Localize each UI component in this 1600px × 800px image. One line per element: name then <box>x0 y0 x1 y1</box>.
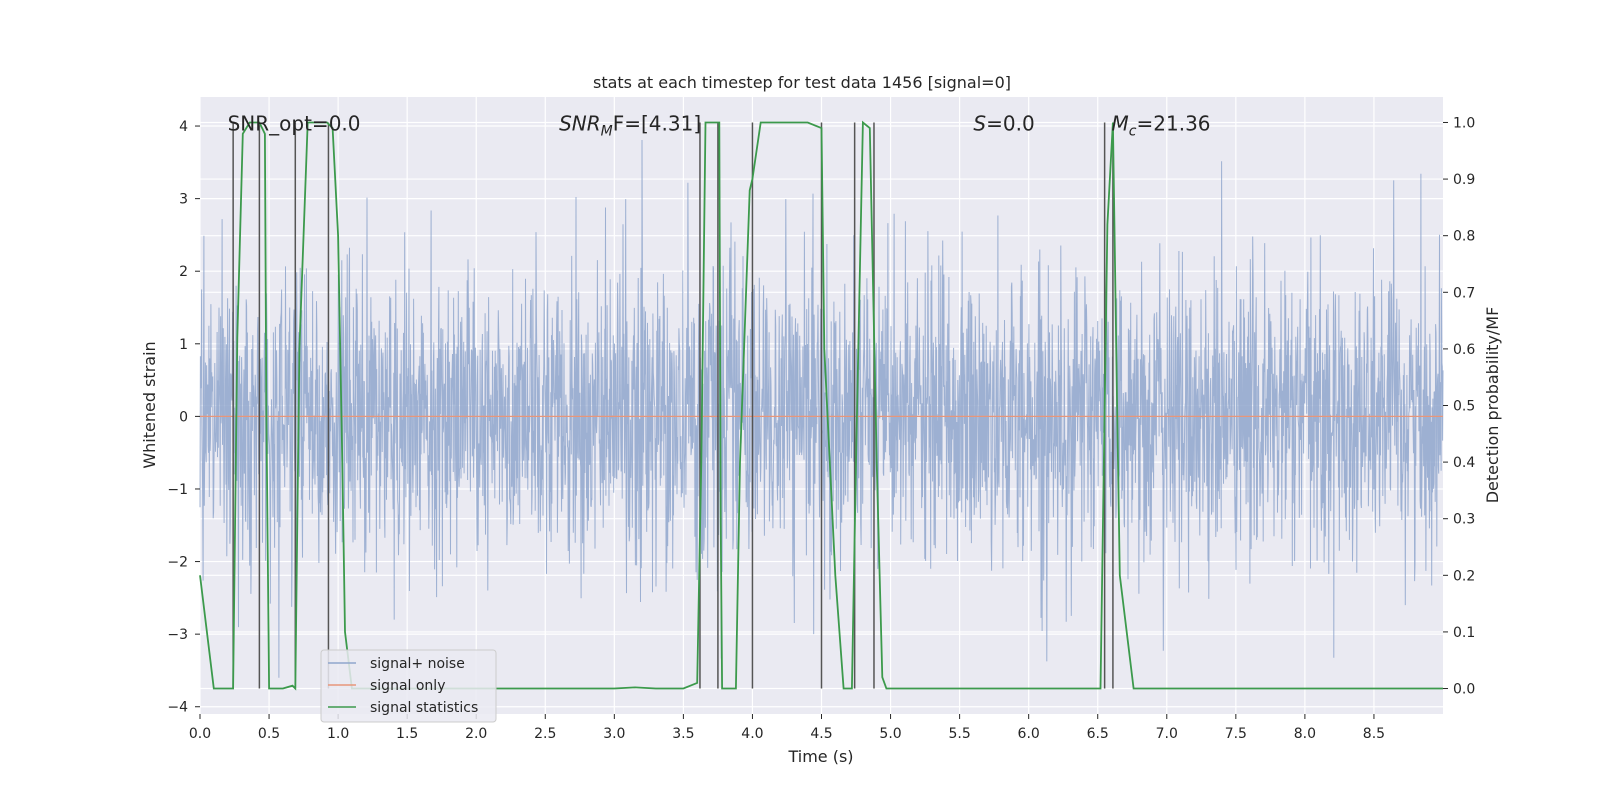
y-right-tick-label-0: 0.0 <box>1453 682 1475 698</box>
x-axis-ticks: 0.0 0.5 1.0 1.5 2.0 2.5 3.0 3.5 4.0 4.5 5.0 5.5 6.0 6… <box>189 714 1385 742</box>
y-axis-ticks: −4 −3 −2 −1 0 1 2 3 4 <box>167 119 200 716</box>
x-tick-label-7: 3.5 <box>672 726 694 742</box>
y-right-tick-label-5: 0.5 <box>1453 399 1475 415</box>
signal-statistics-series <box>199 120 1443 691</box>
x-tick-label-6: 3.0 <box>603 726 625 742</box>
annotation-2: S=0.0 <box>973 111 1034 135</box>
x-tick-label-1: 0.5 <box>258 726 280 742</box>
y-tick-label-0: −4 <box>167 700 188 716</box>
legend-box <box>320 649 497 723</box>
x-tick-label-9: 4.5 <box>810 726 832 742</box>
x-tick-label-13: 6.5 <box>1087 726 1109 742</box>
y-tick-label-6: 2 <box>179 264 188 280</box>
annotation-1: SNRMF=[4.31] <box>559 111 701 139</box>
legend-label-signal-statistics: signal statistics <box>370 700 478 716</box>
x-tick-label-14: 7.0 <box>1156 726 1178 742</box>
legend-label-signal-only: signal only <box>370 678 445 694</box>
y-right-axis-label: Detection probability/MF <box>1483 307 1502 504</box>
y-tick-label-5: 1 <box>179 337 188 353</box>
x-tick-label-5: 2.5 <box>534 726 556 742</box>
annotation-0: SNR_opt=0.0 <box>228 111 361 135</box>
y-right-tick-label-8: 0.8 <box>1453 229 1475 245</box>
annotation-3: Mc=21.36 <box>1112 111 1211 139</box>
y-right-tick-label-1: 0.1 <box>1453 625 1475 641</box>
y-tick-label-4: 0 <box>179 409 188 425</box>
legend: signal+ noise signal only signal statist… <box>320 649 497 723</box>
y-right-tick-label-3: 0.3 <box>1453 512 1475 528</box>
x-tick-label-8: 4.0 <box>741 726 763 742</box>
y-tick-label-3: −1 <box>167 482 188 498</box>
y-right-tick-label-9: 0.9 <box>1453 172 1475 188</box>
y-right-tick-label-6: 0.6 <box>1453 342 1475 358</box>
x-tick-label-17: 8.5 <box>1363 726 1385 742</box>
y-right-axis-ticks: 0.0 0.1 0.2 0.3 0.4 0.5 0.6 0.7 0.8 0.9 1.0 <box>1443 115 1475 698</box>
x-tick-label-12: 6.0 <box>1018 726 1040 742</box>
signal-statistics-line <box>199 120 1443 691</box>
x-tick-label-3: 1.5 <box>396 726 418 742</box>
y-tick-label-7: 3 <box>179 192 188 208</box>
y-right-tick-label-4: 0.4 <box>1453 455 1475 471</box>
y-tick-label-8: 4 <box>179 119 188 135</box>
chart-title: stats at each timestep for test data 145… <box>593 73 1011 92</box>
y-right-tick-label-2: 0.2 <box>1453 568 1475 584</box>
x-tick-label-0: 0.0 <box>189 726 211 742</box>
y-tick-label-1: −3 <box>167 627 188 643</box>
x-tick-label-10: 5.0 <box>879 726 901 742</box>
x-tick-label-4: 2.0 <box>465 726 487 742</box>
x-tick-label-11: 5.5 <box>948 726 970 742</box>
annotations: SNR_opt=0.0 SNRMF=[4.31] S=0.0 Mc=21.36 <box>228 111 1211 139</box>
x-tick-label-2: 1.0 <box>327 726 349 742</box>
legend-label-signal-noise: signal+ noise <box>370 656 465 672</box>
y-right-tick-label-10: 1.0 <box>1453 115 1475 131</box>
x-axis-label: Time (s) <box>787 747 853 766</box>
x-tick-label-15: 7.5 <box>1225 726 1247 742</box>
y-right-tick-label-7: 0.7 <box>1453 285 1475 301</box>
y-tick-label-2: −2 <box>167 555 188 571</box>
x-tick-label-16: 8.0 <box>1294 726 1316 742</box>
y-axis-label: Whitened strain <box>140 341 159 468</box>
